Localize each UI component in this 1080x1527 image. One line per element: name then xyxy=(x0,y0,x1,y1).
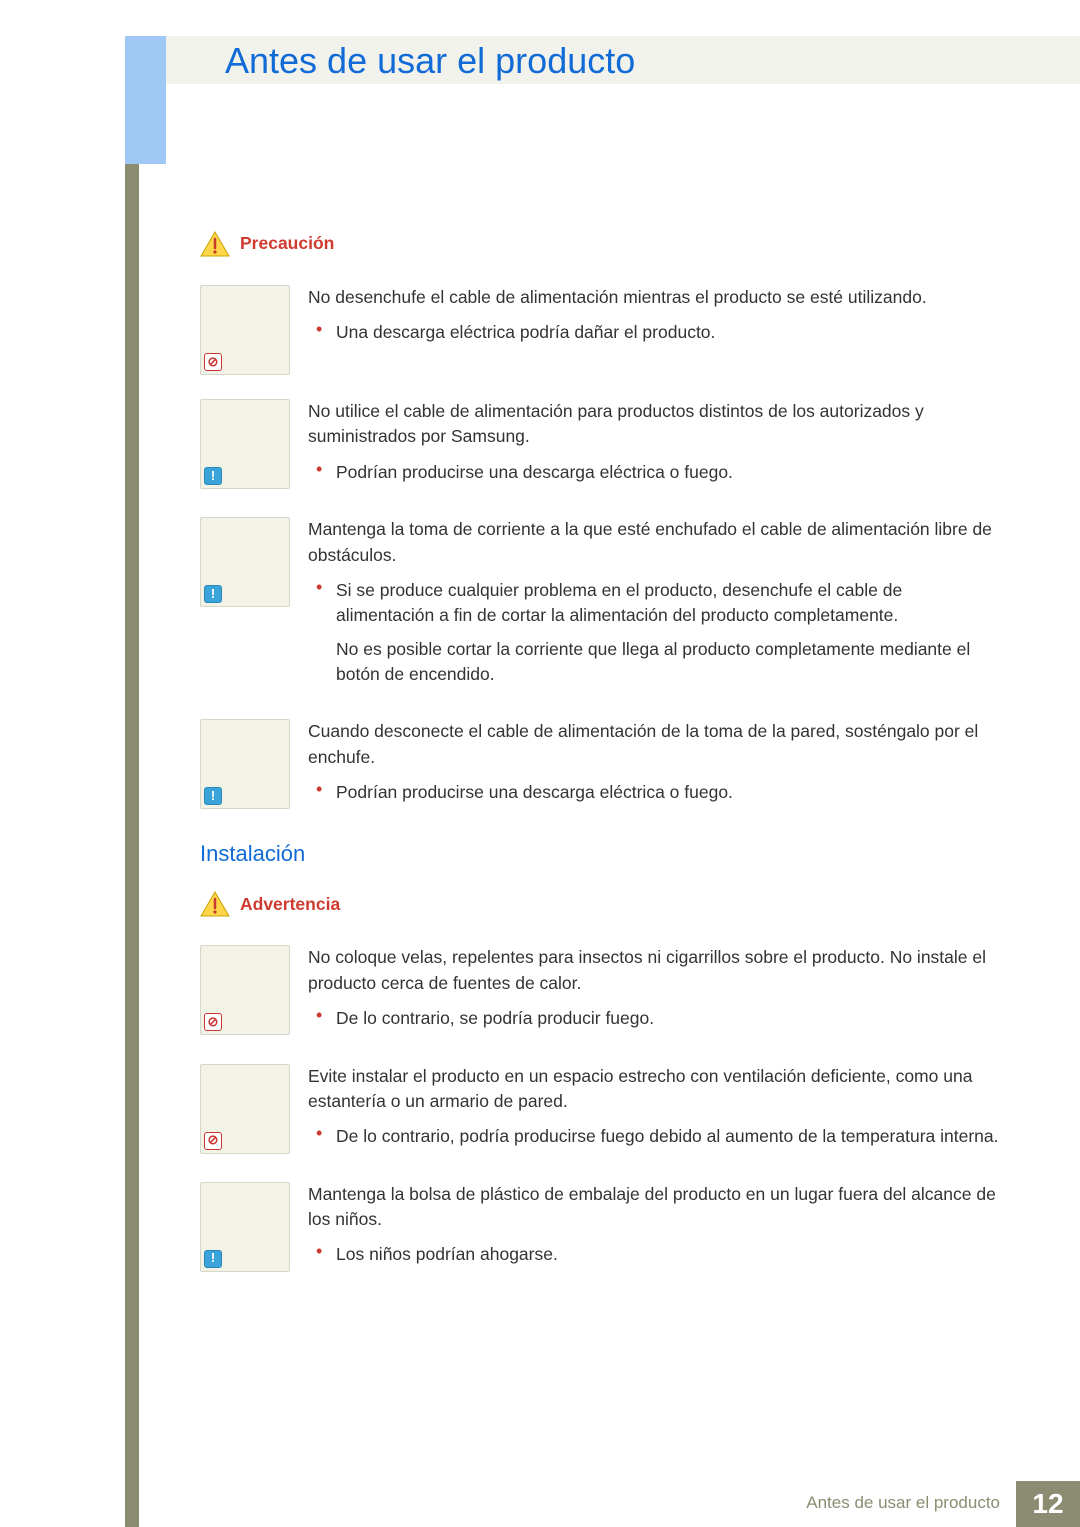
section-label-text: Advertencia xyxy=(240,892,340,917)
prohibit-icon: ⊘ xyxy=(204,353,222,371)
item-lead: Mantenga la toma de corriente a la que e… xyxy=(308,517,1000,568)
illustration-thumb: ! xyxy=(200,719,290,809)
left-olive-band xyxy=(125,36,139,1527)
footer-label: Antes de usar el producto xyxy=(806,1481,1016,1527)
item-subtext: No es posible cortar la corriente que ll… xyxy=(336,637,1000,688)
page-number: 12 xyxy=(1016,1481,1080,1527)
illustration-thumb: ! xyxy=(200,517,290,607)
illustration-thumb: ! xyxy=(200,399,290,489)
item-lead: Evite instalar el producto en un espacio… xyxy=(308,1064,1000,1115)
safety-item: ! Mantenga la toma de corriente a la que… xyxy=(200,517,1000,695)
warning-triangle-icon xyxy=(200,891,230,917)
item-body: Evite instalar el producto en un espacio… xyxy=(308,1064,1000,1158)
section-label-advertencia: Advertencia xyxy=(200,891,1000,917)
page-title: Antes de usar el producto xyxy=(225,40,635,82)
item-lead: No desenchufe el cable de alimentación m… xyxy=(308,285,1000,310)
illustration-thumb: ⊘ xyxy=(200,285,290,375)
safety-item: ! No utilice el cable de alimentación pa… xyxy=(200,399,1000,493)
blue-corner-box xyxy=(125,36,166,164)
item-lead: Cuando desconecte el cable de alimentaci… xyxy=(308,719,1000,770)
content: Precaución ⊘ No desenchufe el cable de a… xyxy=(200,225,1000,1300)
item-body: Mantenga la bolsa de plástico de embalaj… xyxy=(308,1182,1000,1276)
safety-item: ⊘ Evite instalar el producto en un espac… xyxy=(200,1064,1000,1158)
page: Antes de usar el producto Precaución ⊘ N… xyxy=(0,0,1080,1527)
illustration-thumb: ⊘ xyxy=(200,945,290,1035)
item-bullet: Si se produce cualquier problema en el p… xyxy=(336,578,1000,688)
prohibit-icon: ⊘ xyxy=(204,1132,222,1150)
info-icon: ! xyxy=(204,467,222,485)
section-heading-instalacion: Instalación xyxy=(200,838,1000,870)
safety-item: ! Cuando desconecte el cable de alimenta… xyxy=(200,719,1000,813)
prohibit-icon: ⊘ xyxy=(204,1013,222,1031)
safety-item: ⊘ No desenchufe el cable de alimentación… xyxy=(200,285,1000,375)
item-bullet: De lo contrario, se podría producir fueg… xyxy=(336,1006,1000,1031)
item-body: Mantenga la toma de corriente a la que e… xyxy=(308,517,1000,695)
section-label-precaucion: Precaución xyxy=(200,231,1000,257)
info-icon: ! xyxy=(204,585,222,603)
item-bullet: Una descarga eléctrica podría dañar el p… xyxy=(336,320,1000,345)
info-icon: ! xyxy=(204,787,222,805)
item-body: Cuando desconecte el cable de alimentaci… xyxy=(308,719,1000,813)
footer: Antes de usar el producto 12 xyxy=(806,1481,1080,1527)
section-label-text: Precaución xyxy=(240,231,334,256)
item-lead: No coloque velas, repelentes para insect… xyxy=(308,945,1000,996)
item-bullet: Podrían producirse una descarga eléctric… xyxy=(336,460,1000,485)
illustration-thumb: ⊘ xyxy=(200,1064,290,1154)
item-body: No desenchufe el cable de alimentación m… xyxy=(308,285,1000,375)
safety-item: ! Mantenga la bolsa de plástico de embal… xyxy=(200,1182,1000,1276)
info-icon: ! xyxy=(204,1250,222,1268)
item-bullet: Los niños podrían ahogarse. xyxy=(336,1242,1000,1267)
item-body: No utilice el cable de alimentación para… xyxy=(308,399,1000,493)
item-lead: No utilice el cable de alimentación para… xyxy=(308,399,1000,450)
illustration-thumb: ! xyxy=(200,1182,290,1272)
bullet-text: Si se produce cualquier problema en el p… xyxy=(336,580,902,625)
warning-triangle-icon xyxy=(200,231,230,257)
item-lead: Mantenga la bolsa de plástico de embalaj… xyxy=(308,1182,1000,1233)
item-bullet: Podrían producirse una descarga eléctric… xyxy=(336,780,1000,805)
item-bullet: De lo contrario, podría producirse fuego… xyxy=(336,1124,1000,1149)
item-body: No coloque velas, repelentes para insect… xyxy=(308,945,1000,1039)
safety-item: ⊘ No coloque velas, repelentes para inse… xyxy=(200,945,1000,1039)
